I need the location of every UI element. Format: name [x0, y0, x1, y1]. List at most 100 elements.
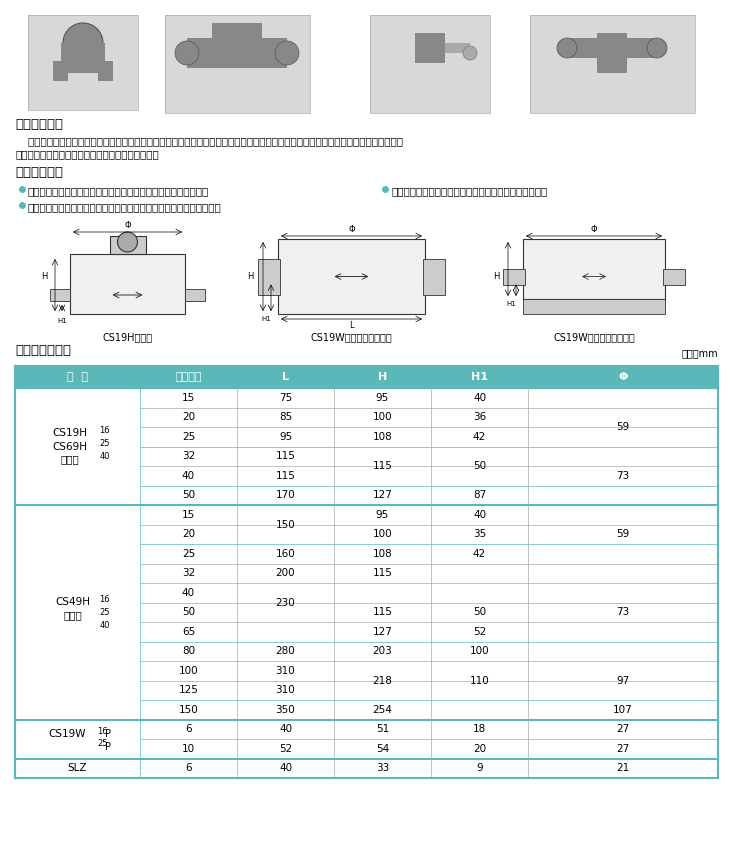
Bar [258, 259, 280, 294]
Text: 73: 73 [616, 471, 629, 481]
Text: 25: 25 [99, 439, 110, 448]
Text: Φ: Φ [591, 226, 597, 235]
Bar [663, 269, 685, 284]
Text: 87: 87 [473, 490, 486, 500]
Text: 95: 95 [279, 432, 292, 442]
Text: 18: 18 [473, 724, 486, 734]
Text: 203: 203 [372, 646, 393, 656]
Circle shape [463, 46, 477, 60]
Text: 40: 40 [99, 452, 110, 461]
Text: 一、产品介绍: 一、产品介绍 [15, 118, 63, 131]
Text: 75: 75 [279, 393, 292, 403]
Circle shape [175, 41, 199, 65]
Circle shape [63, 23, 103, 63]
Text: 10: 10 [182, 744, 195, 754]
Text: 230: 230 [276, 598, 296, 607]
Text: 100: 100 [179, 666, 199, 676]
Text: P: P [106, 742, 112, 752]
Text: 型  号: 型 号 [67, 372, 88, 382]
Text: 108: 108 [372, 549, 393, 559]
Text: 73: 73 [616, 607, 629, 617]
Text: 25: 25 [182, 432, 195, 442]
Text: 52: 52 [279, 744, 292, 754]
Text: 280: 280 [276, 646, 296, 656]
Text: Φ: Φ [618, 372, 628, 382]
Text: Φ: Φ [124, 221, 131, 231]
Text: 20: 20 [473, 744, 486, 754]
Text: 127: 127 [372, 490, 393, 500]
Text: 54: 54 [376, 744, 389, 754]
Circle shape [647, 38, 667, 58]
Text: 50: 50 [182, 490, 195, 500]
Text: 27: 27 [616, 744, 629, 754]
Text: 三、技术参数表: 三、技术参数表 [15, 344, 71, 357]
Text: 单位：mm: 单位：mm [681, 348, 718, 358]
Bar [165, 15, 310, 113]
Text: 40: 40 [182, 588, 195, 598]
Text: L: L [282, 372, 289, 382]
Bar [165, 15, 310, 113]
Bar [28, 15, 138, 110]
Text: 32: 32 [182, 451, 195, 461]
Text: 110: 110 [469, 676, 489, 685]
Text: CS19H: CS19H [52, 428, 87, 438]
Text: CS19W: CS19W [49, 729, 86, 739]
Text: 蒸汽主管道，伴热管、夹套管及各种小型蒸汽设备。: 蒸汽主管道，伴热管、夹套管及各种小型蒸汽设备。 [15, 149, 158, 159]
Bar [185, 289, 205, 301]
Text: 9: 9 [476, 763, 483, 773]
Text: L: L [349, 321, 354, 330]
Text: 40: 40 [279, 724, 292, 734]
Text: H: H [247, 272, 254, 281]
Bar [50, 289, 70, 301]
Text: 北京式: 北京式 [63, 611, 82, 620]
Text: CS49H: CS49H [55, 597, 90, 607]
Text: 160: 160 [276, 549, 296, 559]
Text: H: H [493, 272, 499, 281]
Text: 59: 59 [616, 422, 629, 432]
Text: 40: 40 [473, 393, 486, 403]
Bar [70, 254, 185, 314]
Text: P: P [106, 729, 112, 739]
Bar [187, 38, 287, 68]
Text: 59: 59 [616, 529, 629, 539]
Text: H1: H1 [471, 372, 488, 382]
Text: H: H [378, 372, 387, 382]
Bar [530, 15, 695, 113]
Text: 可承受过热蒸汽、抗冰冻能力强，安装集团不受限制，均能正常工作。: 可承受过热蒸汽、抗冰冻能力强，安装集团不受限制，均能正常工作。 [28, 202, 222, 212]
Text: 21: 21 [616, 763, 629, 773]
Text: CS19W仪表不锈钢疏水阀: CS19W仪表不锈钢疏水阀 [311, 332, 393, 342]
Text: 150: 150 [276, 520, 296, 529]
Bar [28, 15, 138, 110]
Text: 51: 51 [376, 724, 389, 734]
Circle shape [275, 41, 299, 65]
Bar [523, 239, 665, 299]
Text: 32: 32 [182, 568, 195, 578]
Text: 125: 125 [179, 685, 199, 695]
Text: 115: 115 [275, 471, 296, 481]
Text: 350: 350 [276, 705, 296, 715]
Text: 170: 170 [276, 490, 296, 500]
Text: 80: 80 [182, 646, 195, 656]
Text: 200: 200 [276, 568, 296, 578]
Text: 310: 310 [276, 666, 296, 676]
Text: CS19W仪表不锈钢疏水阀: CS19W仪表不锈钢疏水阀 [553, 332, 635, 342]
Bar [98, 61, 113, 81]
Text: 42: 42 [473, 549, 486, 559]
Text: 50: 50 [182, 607, 195, 617]
Text: 50: 50 [473, 461, 486, 471]
Text: SLZ: SLZ [68, 763, 88, 773]
Text: H1: H1 [57, 318, 67, 324]
Bar [597, 33, 627, 73]
Text: H1: H1 [506, 301, 516, 307]
Bar [278, 239, 425, 314]
Text: 115: 115 [372, 461, 393, 471]
Text: 65: 65 [182, 627, 195, 637]
Text: 25: 25 [99, 608, 110, 616]
Circle shape [118, 232, 137, 252]
Bar [110, 236, 145, 254]
Text: 108: 108 [372, 432, 393, 442]
Text: 本疏水阀产利用动力学性性，当凝结水排到较低压力区时会发生二次蒸发，并在粘度，密度等方面与蒸汽存在差异驱动启闭件。广泛用于: 本疏水阀产利用动力学性性，当凝结水排到较低压力区时会发生二次蒸发，并在粘度，密度… [15, 136, 403, 146]
Text: 100: 100 [469, 646, 489, 656]
Text: 27: 27 [616, 724, 629, 734]
Text: 254: 254 [372, 705, 393, 715]
